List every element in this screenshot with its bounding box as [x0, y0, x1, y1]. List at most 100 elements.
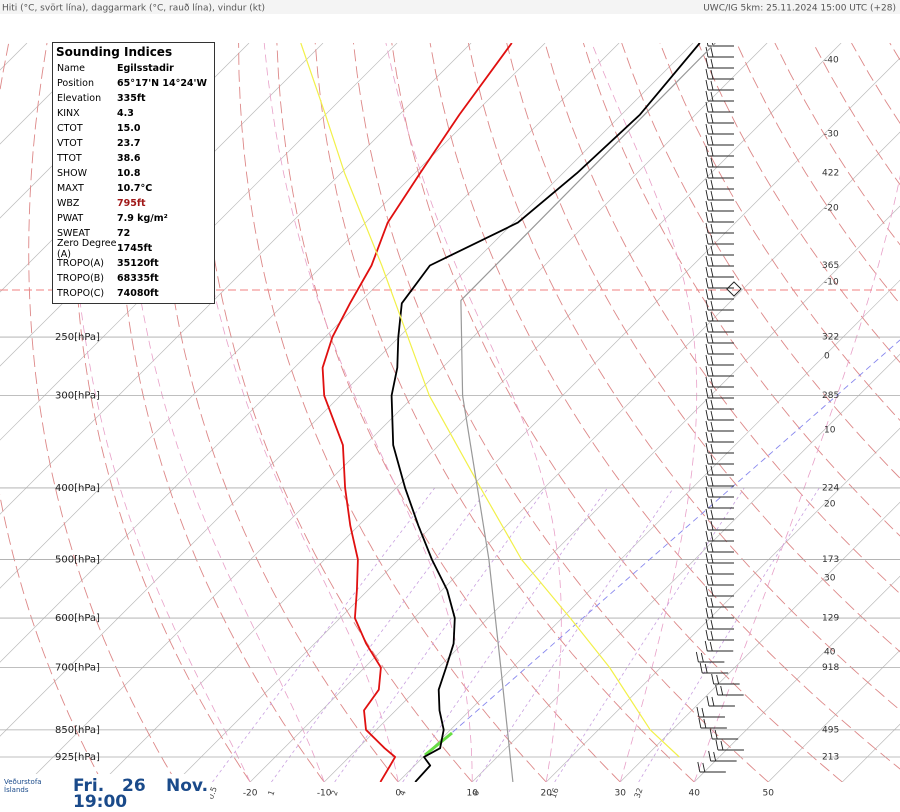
index-value: 68335ft [117, 273, 159, 284]
isotherm-label: 10 [824, 426, 836, 436]
index-key: MAXT [57, 183, 117, 194]
index-key: Name [57, 63, 117, 74]
wind-barb-flag [717, 675, 719, 684]
index-value: 35120ft [117, 258, 159, 269]
wind-barb-flag [706, 124, 708, 134]
x-tick-label: 0 [395, 789, 401, 799]
wind-barb-flag [706, 278, 708, 288]
wind-barb-flag [721, 741, 723, 750]
wind-barb-flag [721, 686, 723, 695]
isotherm-label: 40 [824, 648, 836, 658]
height-label: 213 [822, 752, 839, 762]
index-key: VTOT [57, 138, 117, 149]
isotherm-label: -10 [824, 278, 839, 288]
wind-barb-flag [706, 432, 708, 442]
index-key: TROPO(A) [57, 258, 117, 269]
wind-barb-flag [711, 400, 713, 409]
height-label: 422 [822, 169, 839, 179]
wind-barb-flag [706, 190, 708, 200]
wind-barb-flag [711, 323, 713, 332]
height-label: 224 [822, 483, 839, 493]
wind-barb-flag [711, 290, 713, 299]
wind-barb-flag [706, 597, 708, 607]
wind-barb-flag [706, 443, 708, 453]
wind-barb-flag [706, 498, 708, 508]
wind-barb-flag [711, 499, 713, 508]
wind-barb-flag [711, 598, 713, 607]
wind-barb-flag [711, 191, 713, 200]
mixing-ratio-line [271, 488, 488, 782]
index-key: TROPO(B) [57, 273, 117, 284]
index-row: TROPO(C)74080ft [53, 286, 214, 301]
wind-barb-flag [706, 58, 708, 68]
wind-barb-flag [711, 367, 713, 376]
wind-barb-flag [706, 333, 708, 343]
profile-line [461, 43, 715, 782]
dry-adiabat [392, 43, 843, 782]
wind-barb-flag [711, 565, 713, 574]
wind-barb-flag [706, 553, 708, 563]
wind-barb-flag [711, 477, 713, 486]
wind-barb-flag [706, 586, 708, 596]
index-key: Zero Degree (A) [57, 238, 117, 260]
profile-line [323, 43, 512, 782]
isotherm [176, 43, 900, 782]
wind-barb-flag [711, 510, 713, 519]
moist-adiabat [386, 43, 561, 782]
index-row: Zero Degree (A)1745ft [53, 241, 214, 256]
wind-barb-flag [711, 356, 713, 365]
isotherm-label: -30 [824, 130, 839, 140]
wind-barb-flag [711, 125, 713, 134]
wind-barb-flag [706, 377, 708, 387]
index-key: KINX [57, 108, 117, 119]
wind-barb-flag [711, 444, 713, 453]
wind-barb-flag [711, 576, 713, 585]
wind-barb-flag [706, 355, 708, 365]
wind-barb-flag [706, 311, 708, 321]
index-value: 7.9 kg/m² [117, 213, 168, 224]
y-tick-label: 700[hPa] [55, 663, 100, 674]
wind-barb-flag [706, 179, 708, 189]
wind-barb-flag [706, 487, 708, 497]
wind-barb-flag [711, 543, 713, 552]
time: 19:00 [73, 792, 127, 812]
height-label: 129 [822, 614, 839, 624]
wind-barb-flag [706, 256, 708, 266]
dry-adiabat [890, 43, 900, 782]
x-tick-label: 20 [540, 789, 552, 799]
wind-barb-flag [712, 697, 714, 706]
wind-barb-flag [711, 202, 713, 211]
isotherm [620, 43, 900, 782]
wind-barb-flag [706, 366, 708, 376]
wind-barb-flag [706, 630, 708, 640]
wind-barb-flag [706, 201, 708, 211]
index-value: 23.7 [117, 138, 140, 149]
moist-adiabat [184, 43, 398, 782]
wind-barb-flag [706, 69, 708, 79]
index-row: TROPO(A)35120ft [53, 256, 214, 271]
wind-barb-flag [711, 246, 713, 255]
index-value: 72 [117, 228, 130, 239]
isotherm [250, 43, 900, 782]
index-value: 335ft [117, 93, 146, 104]
wind-barb-flag [716, 740, 718, 750]
index-value: Egilsstadir [117, 63, 174, 74]
isotherm [546, 43, 900, 782]
y-tick-label: 600[hPa] [55, 613, 100, 624]
profile-line [301, 43, 680, 757]
wind-barb-flag [711, 147, 713, 156]
wind-barb-flag [706, 410, 708, 420]
wind-barb-flag [707, 696, 709, 706]
wind-barb-flag [711, 279, 713, 288]
mixing-ratio-label: 1 [266, 789, 276, 797]
wind-barb-flag [711, 532, 713, 541]
mixing-ratio-line [403, 488, 608, 782]
wind-barb-flag [711, 70, 713, 79]
